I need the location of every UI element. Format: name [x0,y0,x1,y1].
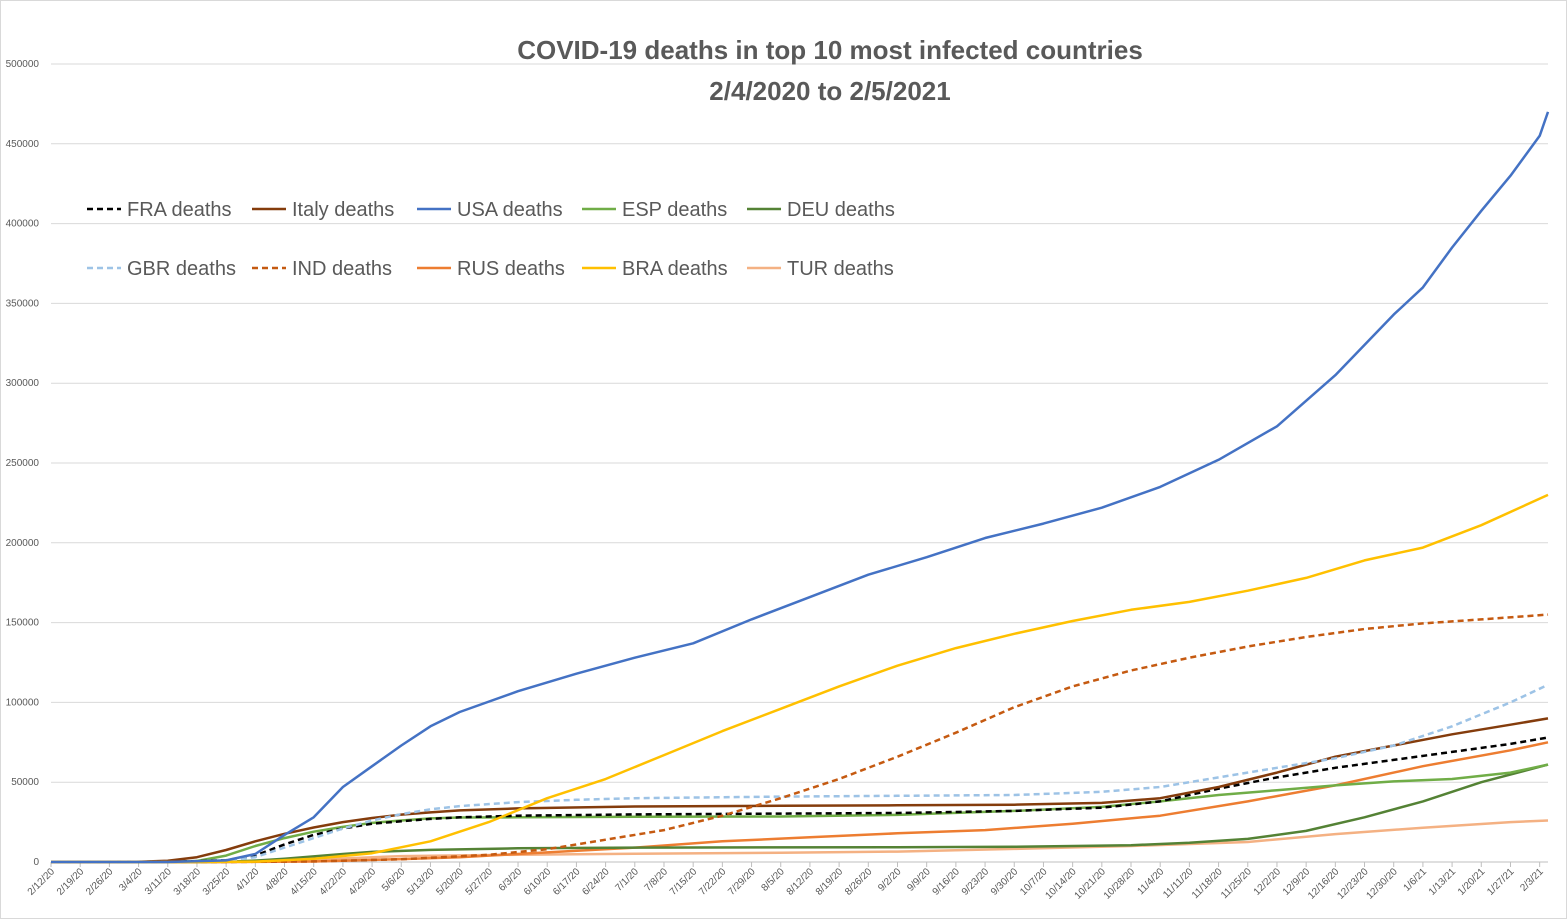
x-tick-label: 3/11/20 [143,866,174,897]
y-tick-label: 500000 [6,59,40,70]
series-line-fra [51,736,1549,864]
legend-label: FRA deaths [127,199,232,221]
x-tick-label: 3/4/20 [117,866,145,894]
x-tick-label: 6/3/20 [497,866,525,894]
chart-title: COVID-19 deaths in top 10 most infected … [517,35,1143,106]
x-tick-label: 8/19/20 [814,866,846,898]
legend-label: RUS deaths [457,258,565,280]
x-tick-label: 1/13/21 [1427,866,1459,898]
x-tick-label: 8/5/20 [759,866,787,894]
x-tick-label: 1/6/21 [1402,866,1430,894]
x-tick-label: 7/8/20 [643,866,671,894]
x-tick-label: 4/1/20 [234,866,262,894]
x-tick-label: 4/15/20 [288,866,320,898]
x-tick-label: 1/27/21 [1485,866,1517,898]
x-axis: 2/12/202/19/202/26/20 3/4/203/11/203/18/2… [26,862,1546,902]
x-tick-label: 7/1/20 [613,866,641,894]
legend-label: IND deaths [292,258,392,280]
x-tick-label: 9/2/20 [876,866,904,894]
x-tick-label: 2/19/20 [55,866,87,898]
series-line-esp [51,763,1549,864]
x-tick-label: 9/9/20 [905,866,933,894]
chart-title-line-2: 2/4/2020 to 2/5/2021 [709,76,950,106]
x-tick-label: 9/16/20 [931,866,963,898]
x-tick-label: 7/15/20 [668,866,700,898]
x-tick-label: 12/30/20 [1365,866,1401,902]
series-line-ind [51,613,1549,864]
x-tick-label: 2/26/20 [84,866,116,898]
x-tick-label: 4/8/20 [263,866,291,894]
y-tick-label: 350000 [6,298,40,309]
x-tick-label: 5/27/20 [464,866,496,898]
y-tick-label: 400000 [6,219,40,230]
legend-label: BRA deaths [622,258,728,280]
y-tick-label: 250000 [6,458,40,469]
legend-label: DEU deaths [787,199,895,221]
x-tick-label: 8/12/20 [785,866,817,898]
y-tick-label: 450000 [6,139,40,150]
x-tick-label: 8/26/20 [843,866,875,898]
x-tick-label: 9/30/20 [989,866,1021,898]
series-line-gbr [51,683,1549,864]
x-tick-label: 3/18/20 [172,866,204,898]
x-tick-label: 5/6/20 [380,866,408,894]
y-axis: 0 50000 100000 150000 200000 250000 300000 3500… [6,59,40,868]
x-tick-label: 7/29/20 [726,866,758,898]
legend-label: USA deaths [457,199,563,221]
y-tick-label: 200000 [6,538,40,549]
x-tick-label: 9/23/20 [960,866,992,898]
y-tick-label: 50000 [11,777,39,788]
x-tick-label: 5/20/20 [434,866,466,898]
chart-title-line-1: COVID-19 deaths in top 10 most infected … [517,35,1143,65]
x-tick-label: 2/12/20 [26,866,58,898]
x-tick-label: 1/20/21 [1456,866,1488,898]
x-tick-label: 4/22/20 [318,866,350,898]
x-tick-label: 11/25/20 [1219,866,1254,901]
x-tick-label: 11/18/20 [1190,866,1225,901]
x-tick-label: 5/13/20 [405,866,437,898]
legend-label: TUR deaths [787,258,894,280]
x-tick-label: 3/25/20 [201,866,233,898]
x-tick-label: 10/28/20 [1102,866,1138,902]
series-line-italy [51,717,1549,864]
series-line-bra [51,493,1549,864]
x-tick-label: 6/10/20 [522,866,554,898]
legend-label: GBR deaths [127,258,236,280]
x-tick-label: 7/22/20 [697,866,729,898]
x-tick-label: 4/29/20 [347,866,379,898]
y-tick-label: 300000 [6,378,40,389]
y-tick-label: 150000 [6,618,40,629]
x-tick-label: 12/2/20 [1252,866,1284,898]
x-tick-label: 6/24/20 [580,866,612,898]
gridlines [51,63,1548,863]
series-lines [51,111,1550,864]
legend: FRA deaths Italy deaths USA deaths ESP deat… [87,199,895,280]
x-tick-label: 2/3/21 [1518,866,1546,894]
legend-label: Italy deaths [292,199,394,221]
x-tick-label: 6/17/20 [551,866,583,898]
y-tick-label: 0 [33,857,39,868]
series-line-usa [51,111,1550,864]
legend-label: ESP deaths [622,199,727,221]
y-tick-label: 100000 [6,697,40,708]
